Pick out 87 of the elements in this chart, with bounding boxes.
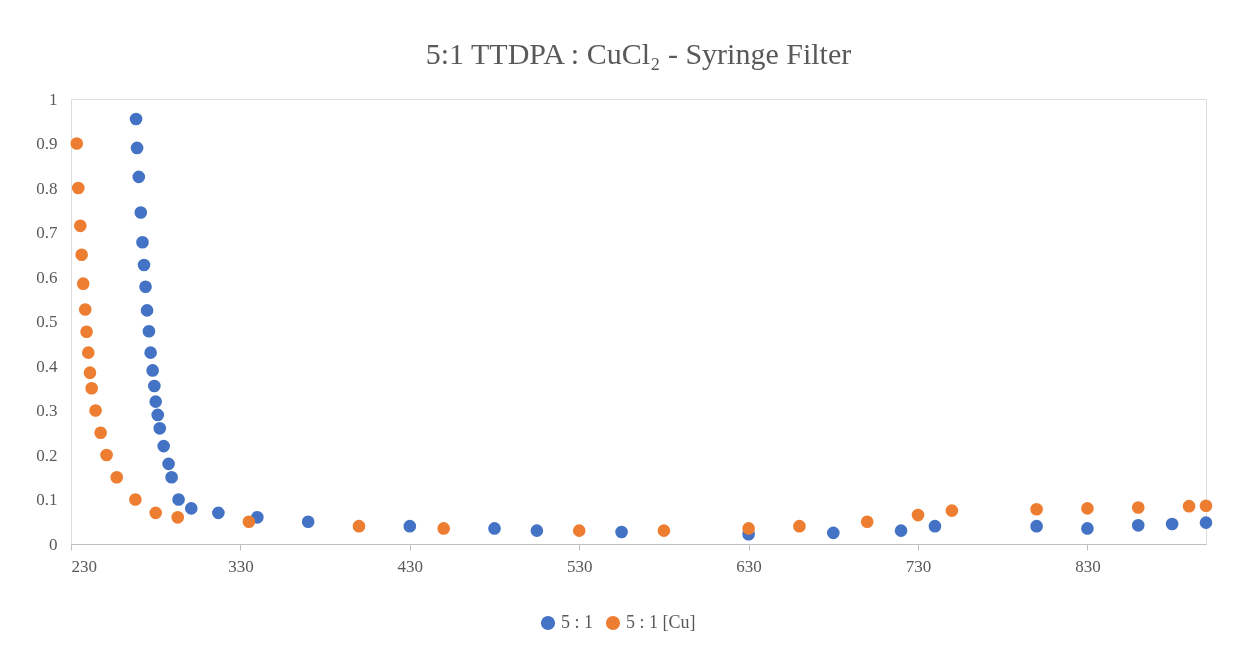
point [242, 515, 256, 529]
point [157, 439, 170, 453]
point [911, 508, 925, 522]
y-tick-label: 1 [49, 89, 58, 109]
point [572, 524, 586, 537]
x-tick-label: 830 [1075, 556, 1101, 576]
y-tick-label: 0.4 [36, 356, 58, 376]
point [826, 526, 840, 540]
point [1081, 522, 1094, 535]
point [860, 515, 874, 529]
point [129, 493, 142, 506]
point [172, 493, 185, 506]
x-tick-label: 330 [228, 556, 254, 576]
point [1131, 501, 1145, 514]
y-tick-label: 0.9 [36, 134, 58, 153]
point [894, 524, 908, 537]
point [85, 381, 98, 395]
point [81, 346, 95, 359]
point [1199, 516, 1213, 529]
point [76, 277, 90, 290]
point [742, 522, 755, 535]
point [144, 346, 157, 359]
point [73, 219, 87, 233]
point [945, 504, 959, 517]
point [83, 366, 97, 379]
y-tick-label: 0.2 [36, 445, 58, 465]
x-tick-label: 230 [71, 556, 97, 576]
point [212, 506, 225, 520]
point [153, 421, 167, 435]
point [70, 137, 84, 150]
point [94, 426, 107, 440]
point [149, 506, 163, 520]
point [137, 258, 151, 272]
point [140, 304, 154, 317]
point [80, 325, 93, 339]
point [110, 470, 124, 484]
point [793, 519, 806, 533]
y-tick-label: 0.3 [36, 401, 58, 420]
point [171, 510, 185, 524]
x-tick-label: 430 [397, 556, 424, 576]
point [151, 408, 165, 422]
point [75, 248, 88, 262]
point [928, 519, 942, 533]
x-tick-label: 730 [905, 556, 932, 576]
point [352, 519, 366, 533]
x-tick-label: 630 [736, 556, 762, 576]
y-tick-label: 0.1 [36, 490, 58, 509]
legend-label: 5 : 1 [Cu] [626, 612, 696, 632]
point [1131, 519, 1145, 532]
point [1199, 499, 1213, 513]
y-tick-label: 0.8 [36, 178, 58, 198]
point [146, 364, 159, 377]
legend-label: 5 : 1 [561, 612, 594, 632]
point [136, 235, 149, 249]
point [530, 524, 544, 537]
point [78, 303, 92, 316]
chart-title: 5:1 TTDPA : CuCl₂ - Syringe Filter [425, 37, 852, 70]
point [134, 206, 148, 219]
point [1081, 502, 1094, 515]
point [130, 141, 144, 155]
point [165, 470, 178, 484]
point [488, 522, 501, 535]
point [615, 525, 628, 539]
point [1182, 499, 1196, 513]
point [142, 324, 156, 338]
point [1030, 502, 1043, 516]
point [89, 404, 102, 417]
y-tick-label: 0.7 [36, 223, 58, 242]
point [403, 519, 417, 533]
y-tick-label: 0.6 [36, 267, 58, 287]
point [184, 502, 198, 515]
point [148, 379, 161, 393]
point [100, 448, 113, 462]
x-tick-label: 530 [566, 556, 593, 576]
point [162, 457, 175, 471]
point [149, 395, 163, 408]
point [129, 112, 143, 126]
y-tick-label: 0 [49, 534, 58, 554]
point [71, 181, 85, 195]
point [657, 524, 671, 537]
point [437, 522, 451, 535]
y-tick-label: 0.5 [36, 312, 58, 331]
point [1165, 517, 1179, 531]
point [139, 280, 152, 294]
point [1030, 519, 1043, 533]
point [132, 170, 146, 184]
point [301, 515, 315, 529]
